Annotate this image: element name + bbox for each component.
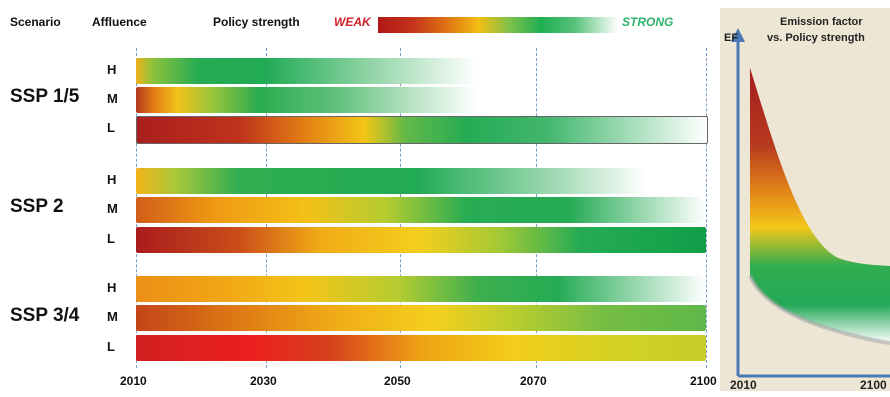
x-tick-2010: 2010 — [120, 374, 147, 388]
emission-factor-inset: Emission factor vs. Policy strength EF 2… — [720, 8, 890, 392]
scenario-header: Scenario — [10, 15, 61, 29]
bar-ssp3-4-medium — [136, 305, 706, 331]
affluence-label-high: H — [107, 172, 117, 187]
x-tick-2100: 2100 — [690, 374, 717, 388]
x-tick-2030: 2030 — [250, 374, 277, 388]
inset-x-end: 2100 — [860, 378, 887, 392]
affluence-header: Affluence — [92, 15, 147, 29]
inset-x-start: 2010 — [730, 378, 757, 392]
affluence-label-high: H — [107, 62, 117, 77]
policy-strength-color-scale — [378, 17, 618, 33]
affluence-label-low: L — [107, 231, 115, 246]
emission-factor-curve — [731, 28, 890, 378]
bar-ssp3-4-low — [136, 335, 706, 361]
bar-ssp2-high — [136, 168, 646, 194]
policy-strength-header: Policy strength — [213, 15, 300, 29]
bar-ssp1-5-low — [136, 116, 708, 144]
affluence-label-medium: M — [107, 91, 118, 106]
scenario-label-ssp1-5: SSP 1/5 — [10, 86, 80, 107]
bar-ssp1-5-medium — [136, 87, 476, 113]
x-tick-2070: 2070 — [520, 374, 547, 388]
bar-ssp2-medium — [136, 197, 706, 223]
weak-label: WEAK — [334, 15, 371, 29]
scenario-label-ssp2: SSP 2 — [10, 196, 64, 217]
affluence-label-medium: M — [107, 201, 118, 216]
affluence-label-high: H — [107, 280, 117, 295]
bar-ssp1-5-high — [136, 58, 476, 84]
inset-title-line2: vs. Policy strength — [767, 32, 865, 44]
bar-ssp2-low — [136, 227, 706, 253]
affluence-label-low: L — [107, 120, 115, 135]
scenario-label-ssp3-4: SSP 3/4 — [10, 305, 80, 326]
bar-ssp3-4-high — [136, 276, 706, 302]
x-tick-2050: 2050 — [384, 374, 411, 388]
inset-title-line1: Emission factor — [780, 16, 863, 28]
inset-y-label: EF — [724, 32, 739, 44]
strong-label: STRONG — [622, 15, 674, 29]
gridline-2100 — [706, 48, 707, 368]
affluence-label-medium: M — [107, 309, 118, 324]
affluence-label-low: L — [107, 339, 115, 354]
